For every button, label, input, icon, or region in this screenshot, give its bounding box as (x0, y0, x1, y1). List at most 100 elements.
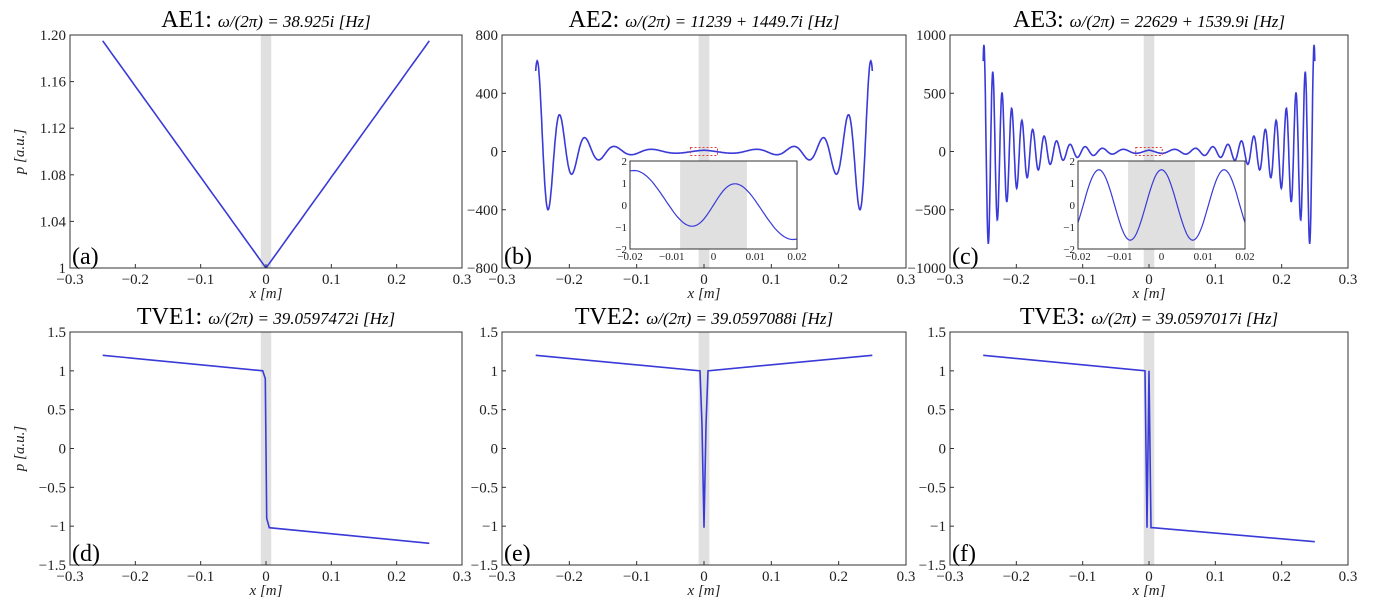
x-tick-label: −0.2 (1003, 272, 1030, 288)
y-tick-label: −1 (930, 519, 946, 535)
inset-curve (629, 169, 798, 241)
x-axis-label: x [m] (687, 286, 721, 302)
x-tick-label: 0 (700, 272, 708, 288)
inset-y-tick-label: 1 (1070, 178, 1076, 190)
inset-y-tick-label: 0 (1070, 200, 1076, 212)
x-tick-label: 0.3 (1339, 569, 1358, 585)
title-formula: ω/(2π) = 39.0597088i [Hz] (646, 309, 833, 328)
inset-y-tick-label: −1 (1063, 222, 1075, 234)
data-curve (102, 40, 430, 268)
inset-y-tick-label: 1 (622, 178, 628, 190)
inset-frame (629, 160, 798, 250)
data-curve (102, 354, 430, 545)
inset-curve (1077, 169, 1246, 241)
inset-y-tick-label: −1 (615, 222, 627, 234)
y-tick-label: 0 (939, 145, 947, 161)
panel-title: TVE2: ω/(2π) = 39.0597088i [Hz] (575, 304, 833, 330)
panel-title: TVE3: ω/(2π) = 39.0597017i [Hz] (1020, 304, 1278, 330)
y-tick-label: 0 (59, 442, 67, 458)
x-tick-label: 0.1 (1206, 569, 1225, 585)
x-tick-label: −0.3 (488, 569, 515, 585)
y-tick-label: 0 (491, 442, 499, 458)
x-tick-label: 0 (700, 569, 708, 585)
title-formula: ω/(2π) = 11239 + 1449.7i [Hz] (625, 12, 839, 31)
y-axis-label: p [a.u.] (12, 129, 28, 176)
x-tick-label: 0.2 (829, 569, 848, 585)
inset-x-tick-label: 0.02 (787, 251, 806, 263)
y-tick-label: 0.5 (47, 403, 66, 419)
x-axis-label: x [m] (249, 583, 283, 597)
inset-y-tick-label: −2 (1063, 244, 1075, 256)
x-tick-label: 0.3 (1339, 272, 1358, 288)
panel-e: −0.3 −0.2 −0.1 0 0.1 0.2 0.3 −1.5 −1 −0.5 0 0.5 1 1.5… (471, 304, 916, 597)
x-tick-label: −0.2 (556, 569, 583, 585)
y-tick-label: 1 (59, 261, 67, 277)
shaded-region (698, 332, 710, 565)
data-curve (534, 59, 874, 211)
x-tick-label: 0.1 (762, 272, 781, 288)
y-tick-label: 1.04 (40, 214, 67, 230)
x-tick-label: −0.2 (1003, 569, 1030, 585)
x-tick-label: 0 (262, 569, 270, 585)
y-tick-label: −800 (467, 261, 498, 277)
y-tick-label: 1.5 (927, 325, 946, 341)
x-axis-label: x [m] (1132, 286, 1166, 302)
y-tick-label: −1000 (908, 261, 946, 277)
shaded-region (1143, 332, 1155, 565)
title-prefix: AE1: (161, 7, 218, 33)
y-tick-label: −0.5 (471, 480, 498, 496)
inset: −0.02 −0.01 0 0.01 0.02 −2 −1 0 1 2 (1063, 156, 1254, 263)
panel-b: −0.3 −0.2 −0.1 0 0.1 0.2 0.3 −800 −400 0 400 800 x [… (467, 7, 915, 302)
y-tick-label: 1000 (916, 28, 946, 44)
x-tick-label: −0.2 (122, 569, 149, 585)
title-formula: ω/(2π) = 38.925i [Hz] (218, 12, 371, 31)
panel-title: TVE1: ω/(2π) = 39.0597472i [Hz] (137, 304, 395, 330)
y-tick-label: 0 (491, 145, 499, 161)
y-tick-label: 400 (476, 86, 499, 102)
inset-frame (1077, 160, 1246, 250)
panel-label: (c) (952, 244, 979, 270)
inset-x-tick-label: 0.01 (746, 251, 765, 263)
x-tick-label: 0 (262, 272, 270, 288)
x-tick-label: 0.2 (1272, 272, 1291, 288)
title-formula: ω/(2π) = 39.0597472i [Hz] (208, 309, 395, 328)
y-tick-label: 0.5 (479, 403, 498, 419)
title-prefix: AE2: (569, 7, 626, 33)
x-tick-label: 0 (1145, 569, 1153, 585)
inset-y-tick-label: 0 (622, 200, 628, 212)
panel-a: −0.3 −0.2 −0.1 0 0.1 0.2 0.3 1 1.04 1.08 1.12 1.16 1… (12, 7, 471, 302)
title-prefix: TVE3: (1020, 304, 1091, 330)
x-tick-label: 0.3 (897, 272, 916, 288)
inset-x-tick-label: −0.01 (659, 251, 684, 263)
x-tick-label: −0.3 (56, 272, 83, 288)
zoom-box (690, 147, 718, 156)
y-tick-label: 1 (59, 364, 67, 380)
y-tick-label: −1.5 (39, 558, 66, 574)
inset-x-tick-label: 0 (1159, 251, 1165, 263)
panel-title: AE2: ω/(2π) = 11239 + 1449.7i [Hz] (569, 7, 840, 33)
y-tick-label: 500 (924, 86, 947, 102)
x-tick-label: −0.3 (936, 569, 963, 585)
title-prefix: TVE2: (575, 304, 646, 330)
x-tick-label: 0.1 (322, 272, 341, 288)
inset-shaded-region (1128, 161, 1195, 249)
x-tick-label: −0.1 (187, 272, 214, 288)
panel-f: −0.3 −0.2 −0.1 0 0.1 0.2 0.3 −1.5 −1 −0.5 0 0.5 1 1.5… (919, 304, 1358, 597)
inset-x-tick-label: −0.02 (617, 251, 642, 263)
x-axis-label: x [m] (687, 583, 721, 597)
y-tick-label: 1 (939, 364, 947, 380)
x-tick-label: 0 (1145, 272, 1153, 288)
x-tick-label: −0.3 (488, 272, 515, 288)
y-tick-label: −1.5 (919, 558, 946, 574)
inset-x-tick-label: 0 (711, 251, 717, 263)
x-tick-label: −0.2 (556, 272, 583, 288)
x-tick-label: −0.2 (122, 272, 149, 288)
x-tick-label: 0.2 (387, 569, 406, 585)
inset-y-tick-label: −2 (615, 244, 627, 256)
panel-label: (b) (504, 244, 532, 270)
title-prefix: TVE1: (137, 304, 208, 330)
y-tick-label: 1.5 (47, 325, 66, 341)
y-tick-label: 0.5 (927, 403, 946, 419)
x-tick-label: 0.3 (897, 569, 916, 585)
